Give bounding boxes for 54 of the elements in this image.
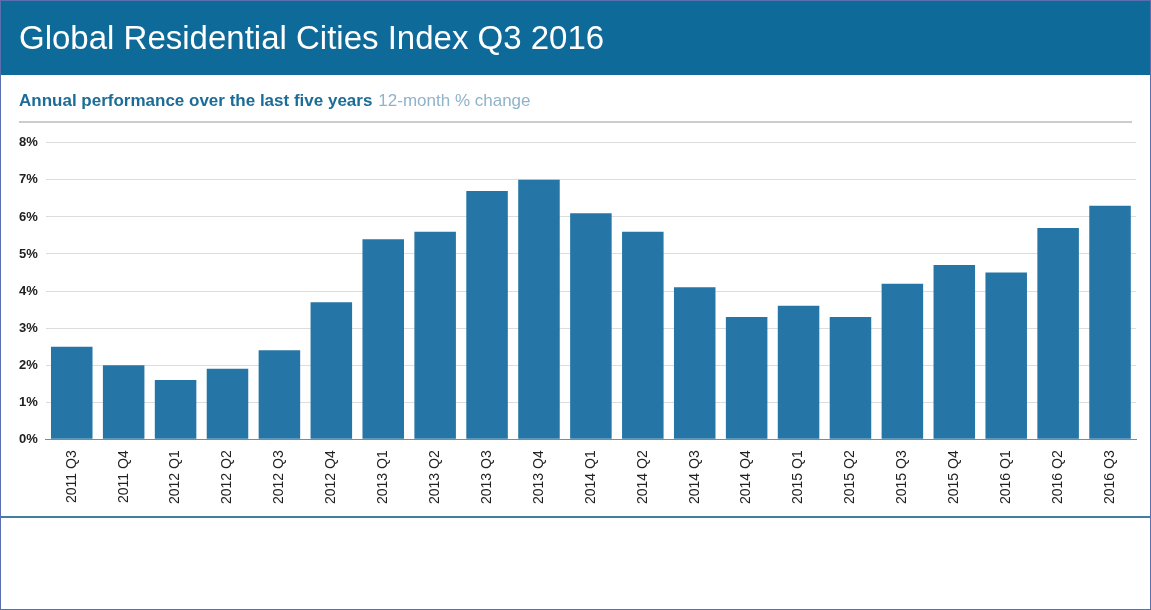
x-tick-label: 2012 Q2	[218, 450, 235, 505]
x-tick-label: 2013 Q1	[374, 450, 391, 505]
y-tick-label: 5%	[18, 245, 39, 261]
bar	[466, 190, 508, 439]
bar	[622, 231, 664, 439]
y-tick-label: 2%	[18, 356, 39, 372]
bar	[881, 283, 924, 439]
bar	[985, 272, 1027, 439]
bar	[362, 239, 404, 439]
y-tick-label: 3%	[18, 319, 39, 335]
bar	[933, 265, 976, 439]
bar	[258, 350, 301, 439]
x-tick-label: 2015 Q2	[841, 450, 858, 505]
y-tick-label: 7%	[18, 171, 39, 187]
bar	[154, 379, 197, 439]
bar	[102, 365, 145, 439]
bar	[1037, 228, 1079, 439]
bar	[725, 316, 768, 439]
chart-title: Global Residential Cities Index Q3 2016	[1, 1, 1150, 75]
bar	[829, 316, 872, 439]
x-tick-label: 2013 Q4	[529, 450, 546, 505]
bar	[1089, 205, 1131, 439]
bar	[414, 231, 456, 439]
x-tick-label: 2014 Q1	[581, 450, 598, 505]
y-tick-label: 4%	[18, 282, 39, 298]
bar	[777, 305, 820, 439]
y-tick-label: 6%	[18, 208, 39, 224]
x-tick-label: 2014 Q4	[737, 450, 754, 505]
x-tick-label: 2016 Q1	[997, 450, 1014, 505]
x-tick-label: 2014 Q2	[633, 450, 650, 505]
bar	[570, 213, 612, 439]
x-tick-label: 2014 Q3	[685, 450, 702, 505]
bar	[50, 346, 93, 439]
x-tick-label: 2016 Q2	[1048, 450, 1065, 505]
chart-subtitle: Annual performance over the last five years	[19, 91, 373, 110]
x-tick-label: 2012 Q3	[270, 450, 287, 505]
bar	[518, 179, 560, 439]
x-tick-label: 2016 Q3	[1100, 450, 1117, 505]
x-tick-label: 2015 Q4	[945, 450, 962, 505]
y-tick-label: 8%	[18, 134, 39, 150]
x-tick-label: 2011 Q4	[114, 450, 131, 503]
y-tick-label: 1%	[18, 393, 39, 409]
x-tick-label: 2012 Q4	[322, 450, 339, 505]
bar	[673, 287, 716, 439]
x-tick-label: 2012 Q1	[166, 450, 183, 505]
x-tick-label: 2011 Q3	[62, 450, 79, 503]
x-tick-label: 2015 Q3	[893, 450, 910, 505]
y-axis-title: 12-month % change	[378, 91, 531, 110]
x-tick-label: 2013 Q3	[477, 450, 494, 505]
bar	[310, 302, 353, 439]
x-tick-label: 2015 Q1	[789, 450, 806, 505]
y-tick-label: 0%	[18, 430, 39, 446]
bar	[206, 368, 249, 439]
x-tick-label: 2013 Q2	[426, 450, 443, 505]
